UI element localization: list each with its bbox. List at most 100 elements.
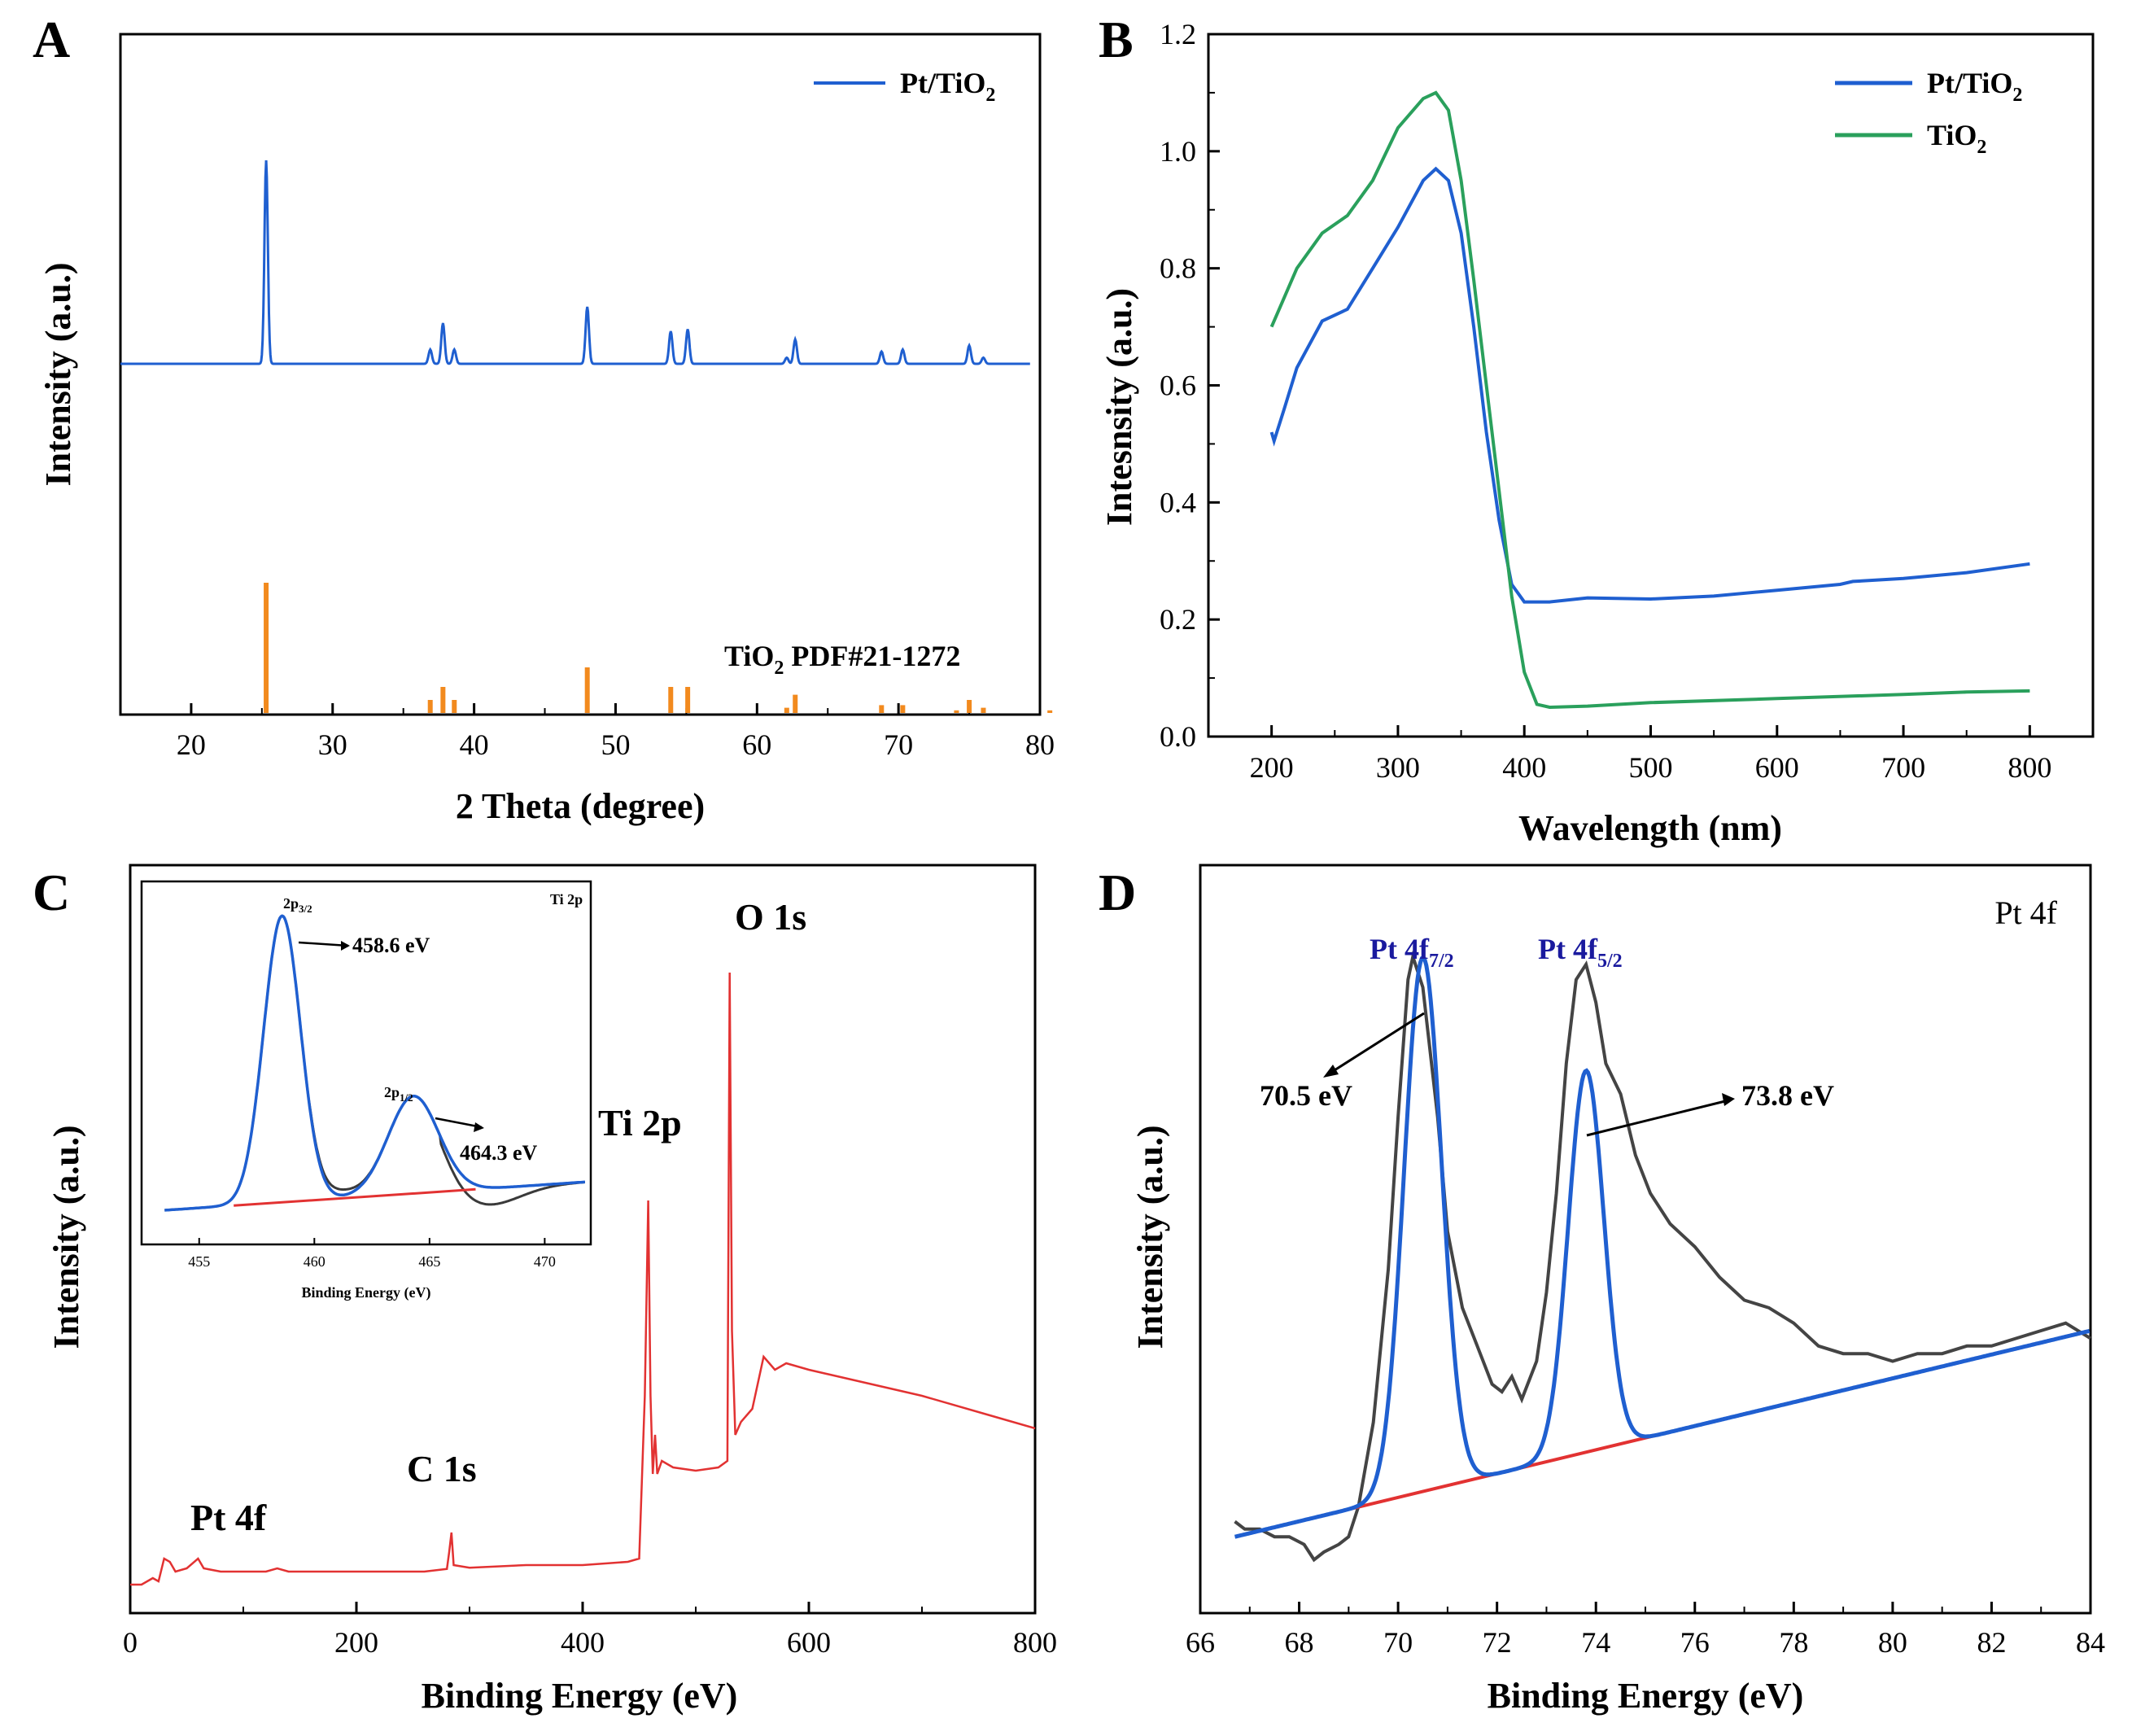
panel-c-x-tick-labels: 0 200 400 600 800 — [123, 1626, 1057, 1659]
panel-b-series-tio2-line — [1269, 90, 2030, 710]
inset-peak1-value: 458.6 eV — [352, 934, 430, 957]
panel-a-reference-label: TiO2 PDF#21-1272 — [724, 640, 960, 679]
panel-b-x-tick-label: 400 — [1502, 751, 1546, 784]
inset-x-tick-label: 465 — [418, 1253, 440, 1270]
inset-peak1-arrow — [298, 941, 349, 947]
inset-peak2-arrow — [435, 1117, 483, 1129]
panel-d-raw-line — [1234, 950, 2092, 1563]
inset-x-tick-labels: 455 460 465 470 — [188, 1253, 556, 1270]
panel-a-x-axis-title: 2 Theta (degree) — [456, 786, 705, 826]
panel-b-ticks — [1208, 33, 2031, 738]
panel-letter-c: C — [33, 864, 70, 921]
panel-c-x-tick-label: 400 — [561, 1626, 605, 1659]
panel-c-label-c1s: C 1s — [407, 1448, 477, 1489]
panel-d-x-tick-label: 80 — [1878, 1626, 1907, 1659]
panel-a-y-axis-title: Intensity (a.u.) — [38, 262, 78, 486]
panel-c-label-pt4f: Pt 4f — [190, 1497, 267, 1538]
panel-b-y-tick-labels: 0.0 0.2 0.4 0.6 0.8 1.0 1.2 — [1160, 18, 1196, 753]
panel-letter-a: A — [33, 11, 70, 68]
panel-a-frame — [119, 33, 1042, 716]
inset-peak2-label: 2p1/2 — [384, 1084, 413, 1104]
panel-a-x-tick-label: 50 — [601, 728, 630, 761]
panel-b-x-tick-label: 200 — [1250, 751, 1294, 784]
panel-b-y-tick-label: 0.6 — [1160, 370, 1196, 402]
panel-c-inset: 455 460 465 470 Ti 2p Binding Energy (eV… — [140, 880, 592, 1301]
panel-a-x-tick-label: 60 — [742, 728, 771, 761]
inset-x-tick-label: 455 — [188, 1253, 210, 1270]
panel-c-label-ti2p: Ti 2p — [598, 1102, 682, 1143]
inset-baseline-line — [234, 1187, 476, 1207]
panel-d-x-tick-labels: 66 68 70 72 74 76 78 80 82 84 — [1186, 1626, 2105, 1659]
panel-d-corner-label: Pt 4f — [1994, 894, 2057, 931]
panel-d-peak2-value: 73.8 eV — [1741, 1079, 1834, 1112]
panel-b-x-tick-label: 700 — [1881, 751, 1925, 784]
panel-a: A 20 30 40 50 60 70 80 Pt/TiO2 TiO2 PDF#… — [33, 11, 1055, 826]
inset-peak2-value: 464.3 eV — [460, 1141, 538, 1165]
panel-d-x-ticks — [1199, 1602, 2092, 1613]
panel-d-x-axis-title: Binding Energy (eV) — [1488, 1676, 1804, 1716]
panel-c-x-tick-label: 0 — [123, 1626, 138, 1659]
panel-letter-d: D — [1099, 864, 1136, 921]
inset-x-tick-label: 470 — [534, 1253, 556, 1270]
panel-a-legend: Pt/TiO2 — [814, 67, 995, 106]
panel-b-x-tick-label: 300 — [1376, 751, 1420, 784]
panel-a-x-tick-label: 80 — [1025, 728, 1055, 761]
panel-a-x-ticks — [190, 703, 1042, 715]
panel-b-y-axis-title: Intesnsity (a.u.) — [1099, 288, 1139, 526]
panel-d-x-tick-label: 82 — [1977, 1626, 2006, 1659]
panel-d-peak2-arrow — [1586, 1099, 1729, 1137]
panel-a-legend-label: Pt/TiO2 — [900, 67, 995, 106]
panel-b-x-tick-label: 800 — [2007, 751, 2051, 784]
panel-d-x-tick-label: 70 — [1383, 1626, 1413, 1659]
panel-a-xrd-line — [120, 160, 1030, 365]
panel-b-series-pt-tio2-line — [1269, 166, 2030, 604]
inset-title: Ti 2p — [550, 891, 583, 907]
panel-c-x-tick-label: 200 — [334, 1626, 378, 1659]
panel-d-peak1-value: 70.5 eV — [1260, 1079, 1352, 1112]
inset-x-tick-label: 460 — [304, 1253, 325, 1270]
panel-b-y-tick-label: 0.0 — [1160, 720, 1196, 753]
inset-fit-line — [164, 914, 586, 1212]
panel-d-x-tick-label: 74 — [1581, 1626, 1610, 1659]
panel-d-x-tick-label: 78 — [1779, 1626, 1808, 1659]
panel-d-peak1-arrow — [1327, 1012, 1425, 1076]
panel-c: C 0 200 400 600 800 Pt 4f C 1s Ti 2p O 1… — [33, 864, 1057, 1716]
inset-frame — [140, 880, 592, 1246]
panel-a-reference-sticks — [264, 583, 1053, 713]
inset-x-axis-title: Binding Energy (eV) — [301, 1284, 430, 1301]
inset-peak2-arrowhead — [474, 1122, 484, 1132]
panel-a-x-tick-label: 30 — [318, 728, 347, 761]
panel-d: D 66 68 70 72 74 76 78 80 82 84 Pt 4f Pt… — [1099, 864, 2105, 1716]
panel-a-x-tick-label: 40 — [460, 728, 489, 761]
panel-b-y-tick-label: 1.2 — [1160, 18, 1196, 50]
panel-b-legend-label-pt-tio2: Pt/TiO2 — [1927, 67, 2022, 106]
panel-b-x-axis-title: Wavelength (nm) — [1518, 808, 1782, 848]
panel-b-legend-label-tio2: TiO2 — [1927, 119, 1986, 158]
panel-d-peak1-label: Pt 4f7/2 — [1370, 933, 1454, 972]
inset-peak1-label: 2p3/2 — [283, 895, 312, 915]
panel-b: B 0.0 0.2 0.4 0.6 0.8 1.0 1.2 200 300 40… — [1099, 11, 2095, 848]
panel-c-y-axis-title: Intensity (a.u.) — [46, 1125, 86, 1349]
panel-b-y-tick-label: 1.0 — [1160, 135, 1196, 168]
panel-d-frame — [1199, 864, 2092, 1615]
panel-d-peak2-arrowhead — [1722, 1093, 1735, 1106]
panel-d-fit-line — [1234, 954, 2090, 1539]
panel-letter-b: B — [1099, 11, 1134, 68]
panel-d-peak2-label: Pt 4f5/2 — [1538, 933, 1623, 972]
panel-c-x-tick-label: 800 — [1013, 1626, 1057, 1659]
inset-peak1-arrowhead — [341, 941, 350, 951]
panel-c-label-o1s: O 1s — [735, 896, 806, 938]
panel-a-x-tick-labels: 20 30 40 50 60 70 80 — [177, 728, 1055, 761]
panel-c-x-ticks — [129, 1602, 1037, 1613]
panel-a-x-tick-label: 20 — [177, 728, 206, 761]
panel-c-x-axis-title: Binding Energy (eV) — [422, 1676, 738, 1716]
panel-d-y-axis-title: Intensity (a.u.) — [1130, 1125, 1170, 1349]
inset-x-ticks — [198, 1238, 546, 1244]
panel-b-y-tick-label: 0.2 — [1160, 603, 1196, 636]
panel-d-peak1-arrowhead — [1323, 1065, 1339, 1078]
panel-d-x-tick-label: 76 — [1680, 1626, 1710, 1659]
panel-d-x-tick-label: 84 — [2076, 1626, 2105, 1659]
panel-c-survey-line — [130, 972, 1036, 1586]
panel-d-x-tick-label: 68 — [1285, 1626, 1314, 1659]
